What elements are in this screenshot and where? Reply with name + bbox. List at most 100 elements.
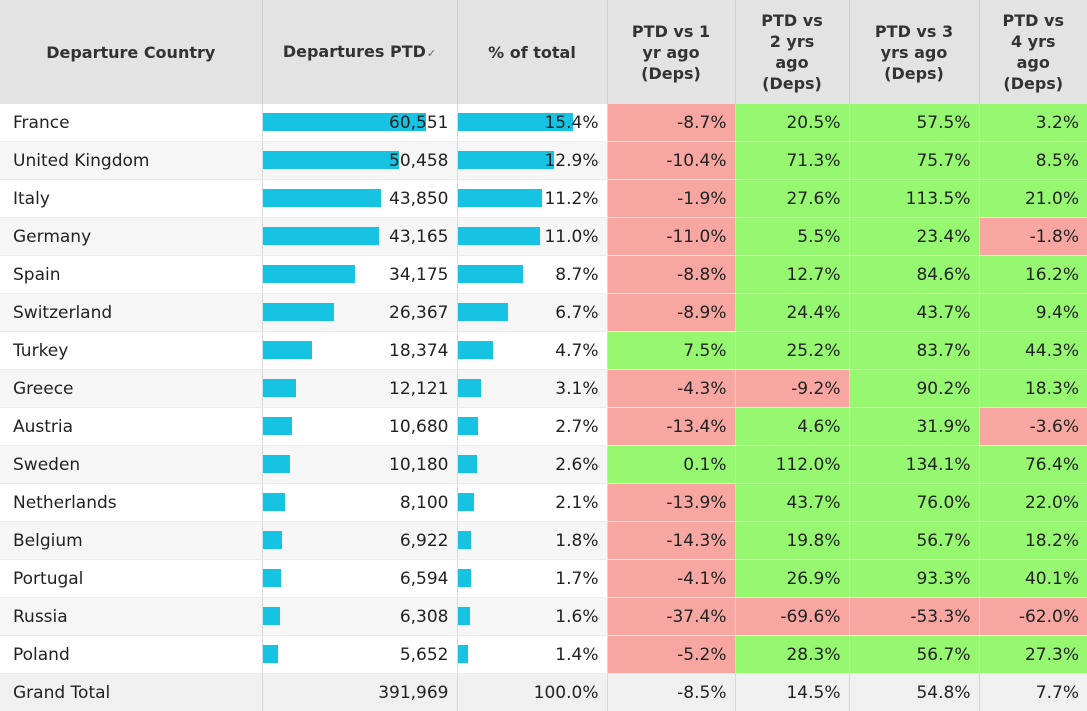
total-vs3: 54.8% [849,674,979,711]
departures-cell: 6,594 [262,560,457,598]
vs3-cell: 84.6% [849,256,979,294]
vs3-cell: 31.9% [849,408,979,446]
departures-cell: 34,175 [262,256,457,294]
country-cell: Greece [0,370,262,408]
pct-total-bar [458,417,478,435]
total-label: Grand Total [0,674,262,711]
vs4-cell: 3.2% [979,104,1087,142]
country-cell: United Kingdom [0,142,262,180]
pct-total-bar [458,341,493,359]
departures-bar [263,189,381,207]
vs3-cell: 23.4% [849,218,979,256]
pct-total-value: 11.0% [544,227,598,247]
vs4-cell: -1.8% [979,218,1087,256]
departures-value: 5,652 [400,645,449,665]
departures-bar [263,455,290,473]
vs2-cell: -9.2% [735,370,849,408]
departures-value: 26,367 [389,303,448,323]
header-departures-ptd[interactable]: Departures PTD✓ [262,0,457,104]
departures-bar [263,417,292,435]
departures-cell: 43,850 [262,180,457,218]
pct-total-bar [458,493,474,511]
pct-total-cell: 1.6% [457,598,607,636]
departures-bar [263,493,285,511]
departures-bar [263,227,379,245]
total-pct: 100.0% [457,674,607,711]
country-cell: Germany [0,218,262,256]
pct-total-cell: 8.7% [457,256,607,294]
pct-total-cell: 11.0% [457,218,607,256]
departures-bar [263,265,355,283]
pct-total-bar [458,151,554,169]
departures-value: 43,850 [389,189,448,209]
vs3-cell: 76.0% [849,484,979,522]
departures-cell: 10,180 [262,446,457,484]
vs3-cell: 43.7% [849,294,979,332]
country-cell: Switzerland [0,294,262,332]
header-pct-of-total[interactable]: % of total [457,0,607,104]
pct-total-bar [458,303,508,321]
country-cell: Sweden [0,446,262,484]
pct-total-value: 1.8% [555,531,598,551]
pct-total-value: 1.6% [555,607,598,627]
pct-total-bar [458,569,471,587]
pct-total-cell: 3.1% [457,370,607,408]
vs2-cell: 5.5% [735,218,849,256]
departures-cell: 6,922 [262,522,457,560]
country-cell: France [0,104,262,142]
departures-cell: 10,680 [262,408,457,446]
pct-total-value: 1.7% [555,569,598,589]
vs4-cell: 18.3% [979,370,1087,408]
departures-bar [263,569,281,587]
departures-cell: 26,367 [262,294,457,332]
vs2-cell: 27.6% [735,180,849,218]
vs2-cell: 43.7% [735,484,849,522]
vs2-cell: 4.6% [735,408,849,446]
departures-cell: 12,121 [262,370,457,408]
vs3-cell: 56.7% [849,522,979,560]
country-cell: Netherlands [0,484,262,522]
departures-bar [263,151,399,169]
pct-total-value: 3.1% [555,379,598,399]
pct-total-value: 2.1% [555,493,598,513]
country-cell: Russia [0,598,262,636]
vs1-cell: -10.4% [607,142,735,180]
pct-total-bar [458,379,481,397]
country-cell: Belgium [0,522,262,560]
pct-total-value: 1.4% [555,645,598,665]
header-departure-country[interactable]: Departure Country [0,0,262,104]
departures-bar [263,607,280,625]
departures-cell: 50,458 [262,142,457,180]
vs1-cell: 7.5% [607,332,735,370]
departures-bar [263,645,278,663]
departures-value: 43,165 [389,227,448,247]
sort-indicator-icon[interactable]: ✓ [427,47,436,60]
vs1-cell: -13.9% [607,484,735,522]
vs4-cell: 16.2% [979,256,1087,294]
vs2-cell: 12.7% [735,256,849,294]
pct-total-cell: 15.4% [457,104,607,142]
departures-cell: 5,652 [262,636,457,674]
country-cell: Turkey [0,332,262,370]
country-cell: Portugal [0,560,262,598]
